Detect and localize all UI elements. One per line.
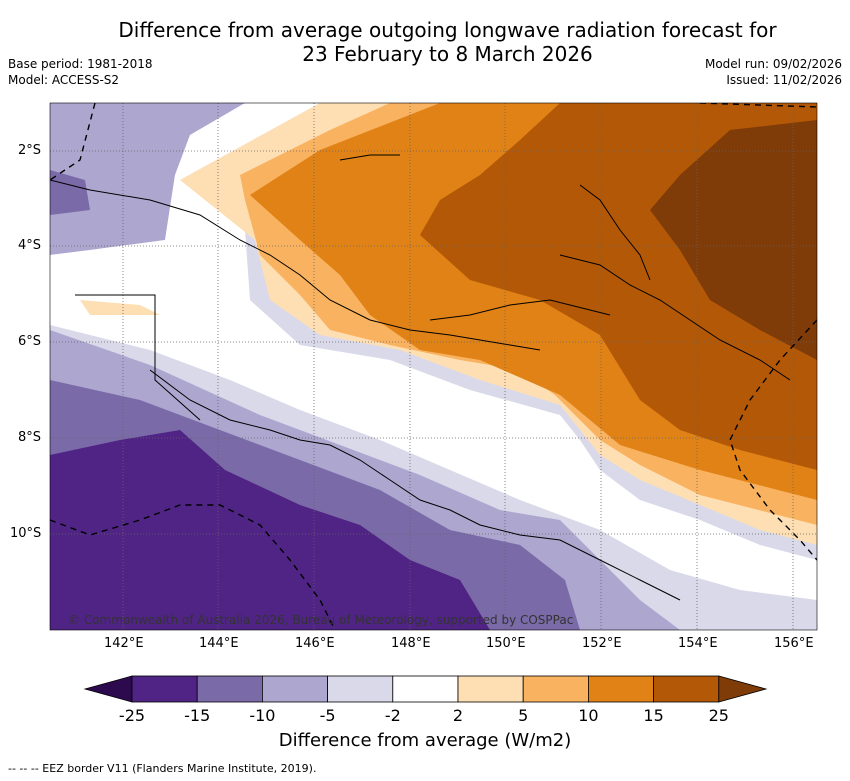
lon-label-146e: 146°E bbox=[295, 636, 335, 651]
colorbar: -25 -15 -10 -5 -2 2 5 10 15 25 bbox=[83, 675, 768, 725]
meta-right: Model run: 09/02/2026 Issued: 11/02/2026 bbox=[705, 56, 842, 88]
title-line-2: 23 February to 8 March 2026 bbox=[302, 42, 593, 66]
colorbar-tick-label: 25 bbox=[709, 706, 729, 725]
border-line bbox=[75, 294, 201, 421]
lon-label-150e: 150°E bbox=[486, 636, 526, 651]
map-title: Difference from average outgoing longwav… bbox=[0, 18, 850, 66]
coast-south-png bbox=[149, 369, 681, 601]
issued-date: Issued: 11/02/2026 bbox=[726, 73, 842, 87]
coast-manus bbox=[339, 154, 400, 161]
title-line-1: Difference from average outgoing longwav… bbox=[118, 18, 777, 42]
colorbar-extend-high bbox=[718, 675, 768, 703]
eez-nw bbox=[50, 103, 96, 181]
model-run: Model run: 09/02/2026 bbox=[704, 57, 842, 71]
lon-label-154e: 154°E bbox=[678, 636, 718, 651]
colorbar-cell bbox=[653, 675, 720, 703]
lon-label-144e: 144°E bbox=[199, 636, 239, 651]
colorbar-cell bbox=[457, 675, 524, 703]
lat-label-8s: 8°S bbox=[18, 430, 42, 445]
eez-east bbox=[729, 319, 817, 561]
colorbar-extend-low bbox=[83, 675, 133, 703]
graticule bbox=[50, 103, 817, 630]
coast-bougainville bbox=[559, 254, 791, 381]
lat-label-6s: 6°S bbox=[18, 334, 42, 349]
colorbar-tick-label: -2 bbox=[385, 706, 401, 725]
lat-label-10s: 10°S bbox=[10, 526, 42, 541]
lon-label-142e: 142°E bbox=[104, 636, 144, 651]
colorbar-cell bbox=[261, 675, 328, 703]
lon-label-156e: 156°E bbox=[774, 636, 814, 651]
base-period: Base period: 1981-2018 bbox=[8, 57, 153, 71]
copyright-credit: © Commonwealth of Australia 2026, Bureau… bbox=[68, 613, 574, 627]
colorbar-tick-label: 5 bbox=[518, 706, 528, 725]
colorbar-cell bbox=[196, 675, 263, 703]
contour-neutral bbox=[50, 103, 817, 600]
meta-left: Base period: 1981-2018 Model: ACCESS-S2 bbox=[8, 56, 153, 88]
coast-north-png bbox=[50, 179, 541, 351]
colorbar-tick-label: -5 bbox=[320, 706, 336, 725]
eez-south bbox=[50, 504, 336, 630]
contour-pos2-west bbox=[80, 300, 160, 315]
colorbar-cell bbox=[131, 675, 198, 703]
coast-new-ireland bbox=[579, 184, 651, 281]
colorbar-tick-label: -10 bbox=[249, 706, 275, 725]
eez-footnote: -- -- -- EEZ border V11 (Flanders Marine… bbox=[8, 762, 317, 775]
colorbar-tick-label: 15 bbox=[643, 706, 663, 725]
eez-ne bbox=[699, 103, 817, 108]
contour-pos25 bbox=[650, 120, 817, 360]
colorbar-cell bbox=[327, 675, 394, 703]
contour-neg15 bbox=[50, 430, 490, 630]
colorbar-tick-label: -15 bbox=[184, 706, 210, 725]
colorbar-tick-label: 2 bbox=[453, 706, 463, 725]
lat-label-4s: 4°S bbox=[18, 238, 42, 253]
colorbar-tick-label: 10 bbox=[578, 706, 598, 725]
colorbar-tick-label: -25 bbox=[119, 706, 145, 725]
contour-neg5-nw bbox=[50, 103, 245, 255]
eez-borders bbox=[50, 103, 817, 630]
colorbar-cell bbox=[392, 675, 459, 703]
colorbar-cell bbox=[588, 675, 655, 703]
lon-label-152e: 152°E bbox=[582, 636, 622, 651]
colorbar-label: Difference from average (W/m2) bbox=[278, 730, 572, 751]
colorbar-cell bbox=[522, 675, 589, 703]
coastlines bbox=[50, 154, 791, 601]
lat-label-2s: 2°S bbox=[18, 143, 42, 158]
coast-new-britain bbox=[429, 299, 611, 321]
model-name: Model: ACCESS-S2 bbox=[8, 73, 120, 87]
contour-neg10-nw bbox=[50, 170, 90, 215]
map-frame bbox=[49, 102, 818, 631]
lon-label-148e: 148°E bbox=[391, 636, 431, 651]
map-panel bbox=[50, 103, 817, 630]
